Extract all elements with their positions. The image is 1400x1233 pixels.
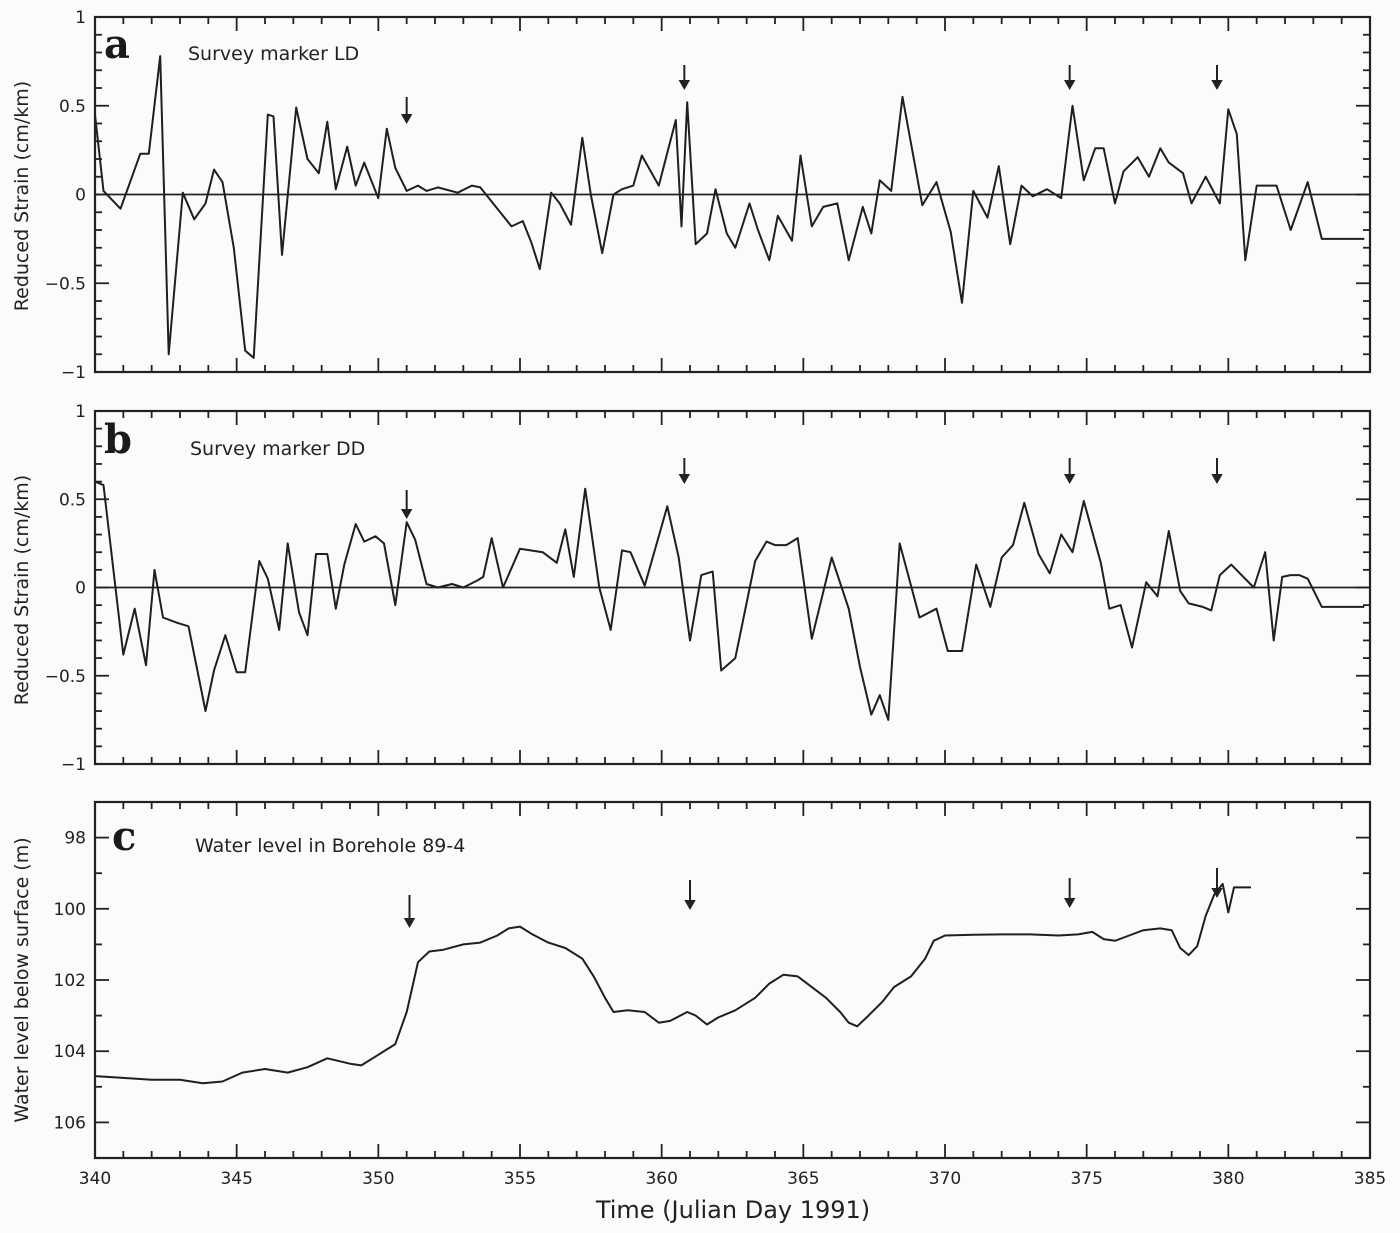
down-arrow-icon [1211, 474, 1223, 485]
y-tick-label: 0.5 [59, 97, 86, 117]
y-tick-label: 1 [75, 402, 86, 422]
panel-b-ylabel: Reduced Strain (cm/km) [11, 475, 33, 705]
x-tick-label: 365 [787, 1169, 819, 1189]
down-arrow-icon [684, 900, 696, 911]
data-series-line [94, 480, 1365, 721]
x-tick-label: 380 [1212, 1169, 1244, 1189]
y-tick-label: −0.5 [45, 667, 86, 687]
panel-c: c Water level in Borehole 89-4 Water lev… [11, 800, 1372, 1160]
y-tick-label: 104 [54, 1042, 86, 1062]
panel-a-ylabel: Reduced Strain (cm/km) [11, 81, 33, 311]
down-arrow-icon [678, 80, 691, 91]
y-tick-label: 0 [75, 579, 86, 599]
panel-a: a Survey marker LD Reduced Strain (cm/km… [11, 8, 1372, 383]
x-tick-label: 350 [362, 1169, 394, 1189]
x-tick-label: 375 [1070, 1169, 1102, 1189]
y-tick-label: −1 [61, 755, 86, 775]
y-tick-label: 0.5 [59, 490, 86, 510]
y-tick-label: −1 [61, 363, 86, 383]
x-tick-label: 345 [220, 1169, 252, 1189]
data-series-line [94, 882, 1251, 1085]
down-arrow-icon [403, 918, 416, 929]
down-arrow-icon [1063, 474, 1076, 485]
data-series-line [94, 55, 1365, 359]
x-tick-label: 360 [645, 1169, 677, 1189]
panel-b-title: Survey marker DD [190, 438, 365, 460]
down-arrow-icon [400, 114, 413, 125]
y-tick-label: −0.5 [45, 274, 86, 294]
x-tick-label: 385 [1354, 1169, 1386, 1189]
down-arrow-icon [1063, 898, 1076, 909]
y-tick-label: 98 [64, 829, 86, 849]
x-tick-label: 370 [929, 1169, 961, 1189]
panel-c-letter: c [112, 813, 136, 860]
down-arrow-icon [400, 509, 413, 520]
down-arrow-icon [1211, 888, 1223, 899]
panel-a-letter: a [104, 21, 130, 68]
x-tick-label: 355 [504, 1169, 536, 1189]
x-tick-label: 340 [79, 1169, 111, 1189]
y-tick-label: 102 [54, 971, 86, 991]
panel-c-title: Water level in Borehole 89-4 [195, 835, 465, 857]
panel-b-letter: b [104, 416, 132, 463]
panel-a-title: Survey marker LD [188, 43, 359, 65]
panel-c-ylabel: Water level below surface (m) [11, 837, 33, 1122]
down-arrow-icon [1211, 80, 1223, 91]
y-tick-label: 1 [75, 8, 86, 28]
y-tick-label: 106 [54, 1113, 86, 1133]
y-tick-label: 0 [75, 186, 86, 206]
down-arrow-icon [1063, 80, 1076, 91]
x-axis-label: Time (Julian Day 1991) [595, 1196, 870, 1224]
panel-b: b Survey marker DD Reduced Strain (cm/km… [11, 402, 1372, 775]
down-arrow-icon [678, 474, 691, 485]
y-tick-label: 100 [54, 900, 86, 920]
